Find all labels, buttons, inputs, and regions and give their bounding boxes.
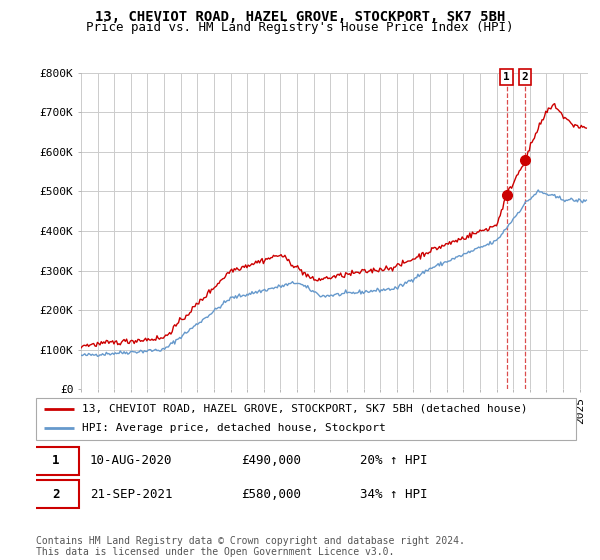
FancyBboxPatch shape <box>34 480 79 508</box>
Text: 10-AUG-2020: 10-AUG-2020 <box>90 454 173 467</box>
Text: 2: 2 <box>52 488 60 501</box>
Text: 21-SEP-2021: 21-SEP-2021 <box>90 488 173 501</box>
Text: 13, CHEVIOT ROAD, HAZEL GROVE, STOCKPORT, SK7 5BH: 13, CHEVIOT ROAD, HAZEL GROVE, STOCKPORT… <box>95 10 505 24</box>
Text: 13, CHEVIOT ROAD, HAZEL GROVE, STOCKPORT, SK7 5BH (detached house): 13, CHEVIOT ROAD, HAZEL GROVE, STOCKPORT… <box>82 404 527 414</box>
Text: 34% ↑ HPI: 34% ↑ HPI <box>360 488 427 501</box>
Text: HPI: Average price, detached house, Stockport: HPI: Average price, detached house, Stoc… <box>82 423 386 433</box>
Text: 2: 2 <box>522 72 529 82</box>
Text: 20% ↑ HPI: 20% ↑ HPI <box>360 454 427 467</box>
Text: £490,000: £490,000 <box>241 454 301 467</box>
Text: £580,000: £580,000 <box>241 488 301 501</box>
Text: Contains HM Land Registry data © Crown copyright and database right 2024.
This d: Contains HM Land Registry data © Crown c… <box>36 535 465 557</box>
Text: Price paid vs. HM Land Registry's House Price Index (HPI): Price paid vs. HM Land Registry's House … <box>86 21 514 34</box>
Text: 1: 1 <box>52 454 60 467</box>
Text: 1: 1 <box>503 72 510 82</box>
FancyBboxPatch shape <box>34 447 79 475</box>
